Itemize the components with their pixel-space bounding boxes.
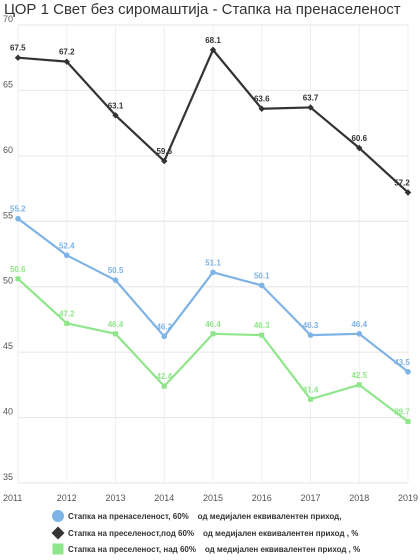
grid-lines — [17, 24, 409, 484]
x-tick-label: 2015 — [203, 493, 223, 503]
data-point — [258, 105, 265, 112]
data-point — [113, 331, 118, 337]
data-point — [404, 189, 412, 196]
data-label: 63.6 — [254, 95, 270, 104]
legend: Стапка на пренаселеност, 60% од медијале… — [51, 510, 360, 555]
chart-title: ЦОР 1 Свет без сиромаштија - Стапка на п… — [4, 1, 401, 18]
data-label: 41.4 — [303, 385, 319, 394]
y-tick-label: 65 — [3, 79, 13, 89]
data-point — [161, 333, 168, 340]
x-tick-label: 2011 — [3, 493, 22, 503]
data-point — [15, 276, 21, 282]
data-label: 63.1 — [108, 101, 124, 110]
data-label: 43.5 — [394, 358, 410, 367]
data-label: 51.1 — [205, 258, 221, 267]
data-point — [161, 383, 167, 389]
y-tick-label: 40 — [3, 407, 13, 417]
legend-label-0: Стапка на пренаселеност, 60% од медијале… — [68, 512, 341, 521]
data-point — [112, 277, 119, 283]
data-point — [64, 320, 70, 326]
legend-label-1: Стапка на преселеност,под 60% од медијал… — [68, 529, 358, 538]
data-point — [63, 58, 70, 65]
y-tick-label: 35 — [3, 472, 13, 482]
x-tick-label: 2019 — [398, 493, 418, 503]
data-point — [210, 269, 216, 276]
y-tick-label: 60 — [3, 145, 13, 155]
data-point — [15, 215, 21, 222]
data-label: 42.5 — [351, 371, 367, 380]
data-point — [308, 396, 313, 402]
data-label: 55.2 — [10, 205, 26, 214]
data-point — [356, 331, 363, 337]
data-label: 59.6 — [156, 147, 172, 156]
data-point — [210, 331, 216, 337]
data-label: 68.1 — [205, 36, 221, 45]
x-tick-label: 2018 — [349, 493, 369, 503]
y-tick-label: 70 — [3, 14, 13, 24]
x-tick-label: 2014 — [154, 493, 174, 503]
data-label: 47.2 — [59, 309, 75, 318]
data-point — [259, 332, 265, 338]
data-point — [112, 112, 119, 119]
data-label: 46.4 — [205, 320, 221, 329]
data-point — [307, 332, 314, 338]
x-axis-ticks: 2011 2012 2013 2014 2015 2016 2017 2018 2019 — [3, 493, 418, 503]
data-label: 46.2 — [156, 322, 172, 331]
data-point — [356, 382, 362, 388]
data-point — [405, 368, 411, 375]
y-axis-ticks: 35 40 45 50 55 60 65 70 — [3, 14, 13, 482]
y-tick-label: 45 — [3, 341, 13, 351]
data-label: 52.4 — [59, 241, 75, 250]
legend-marker-1 — [51, 526, 65, 540]
data-point — [14, 54, 22, 61]
legend-marker-0 — [52, 510, 64, 522]
data-label: 57.2 — [394, 178, 410, 187]
data-label: 46.3 — [254, 321, 270, 330]
data-label: 50.1 — [254, 271, 270, 280]
data-label: 46.4 — [351, 320, 367, 329]
y-tick-label: 50 — [3, 276, 13, 286]
data-point — [307, 104, 314, 111]
data-label: 46.4 — [108, 320, 124, 329]
data-point — [63, 252, 70, 259]
data-label: 46.3 — [303, 321, 319, 330]
data-label: 50.6 — [10, 265, 26, 274]
data-point — [258, 282, 265, 289]
x-tick-label: 2013 — [105, 493, 125, 503]
x-tick-label: 2016 — [252, 493, 272, 503]
data-point — [405, 418, 411, 424]
data-label: 67.5 — [10, 44, 26, 53]
data-label: 42.4 — [156, 372, 172, 381]
data-label: 50.5 — [108, 266, 124, 275]
y-tick-label: 55 — [3, 210, 13, 220]
x-tick-label: 2012 — [57, 493, 77, 503]
data-label: 67.2 — [59, 48, 75, 57]
legend-label-2: Стапка на преселеност, над 60% од медија… — [68, 545, 360, 554]
data-point — [209, 46, 217, 54]
data-point — [161, 157, 168, 165]
data-label: 63.7 — [303, 93, 319, 102]
legend-marker-2 — [52, 543, 64, 555]
series-layer: 55.2 52.4 50.5 46.2 51.1 50.1 46.3 46.4 43.5 67.5… — [10, 36, 412, 424]
data-point — [356, 144, 363, 152]
data-label: 39.7 — [394, 407, 410, 416]
data-label: 60.6 — [351, 134, 367, 143]
x-tick-label: 2017 — [300, 493, 320, 503]
